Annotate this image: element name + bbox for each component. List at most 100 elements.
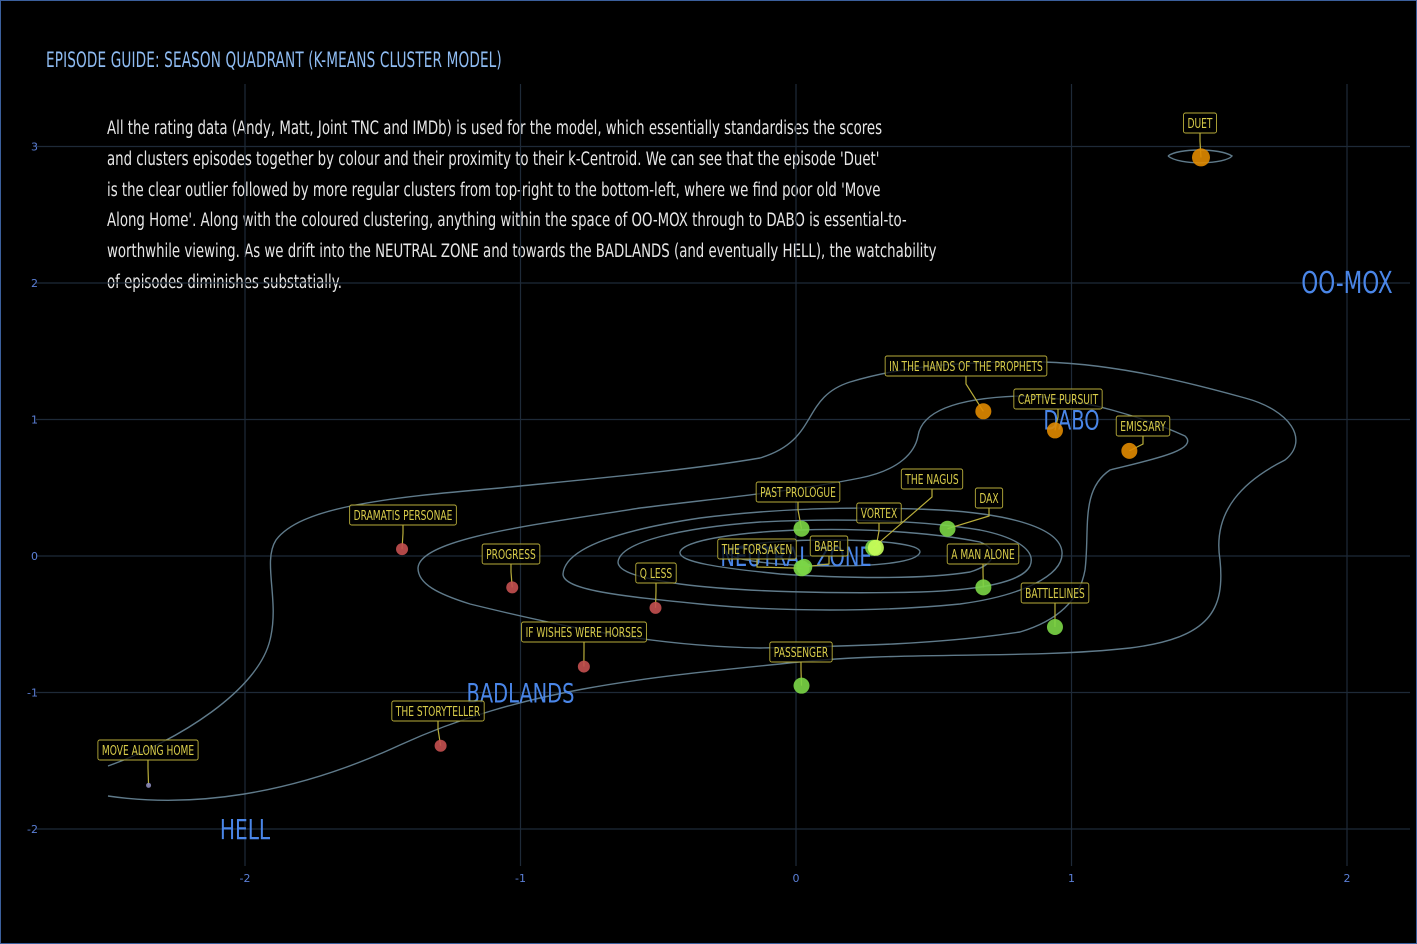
data-point[interactable] [793,520,810,537]
density-contour [562,507,1063,611]
point-label: EMISSARY [1120,419,1166,434]
data-point-group: DRAMATIS PERSONAE [349,504,457,556]
point-label-box [900,468,964,490]
data-point-group: DUET [1183,112,1217,167]
point-label-box [769,641,833,663]
data-point[interactable] [1046,422,1063,439]
data-point[interactable] [1121,442,1138,459]
grid-lines [36,84,1410,866]
leader-line [756,559,802,569]
point-label: PAST PROLOGUE [760,485,836,500]
data-point-group: MOVE ALONG HOME [97,739,199,788]
point-label: DRAMATIS PERSONAE [354,508,453,523]
data-point[interactable] [975,403,992,420]
subtitle-line: Along Home'. Along with the coloured clu… [107,210,907,232]
density-contour [107,361,1297,801]
data-point[interactable] [796,558,813,575]
density-contours [107,149,1297,801]
density-contour [1167,149,1234,164]
data-point-group: BATTLELINES [1020,582,1090,635]
point-label: CAPTIVE PURSUIT [1018,392,1098,407]
point-label: DAX [979,491,999,506]
data-point[interactable] [434,739,447,752]
x-tick-label: 0 [793,872,800,885]
data-point-group: BABEL [796,535,849,575]
point-label-box [635,562,677,584]
data-point-group: IF WISHES WERE HORSES [521,621,647,673]
x-tick-label: 1 [1068,872,1075,885]
point-label-box [481,543,541,565]
point-label-box [809,535,849,557]
point-label-box [1115,415,1171,437]
y-tick-label: -1 [27,687,38,700]
point-label-box [1183,112,1217,134]
data-point[interactable] [506,581,519,594]
point-label-box [1020,582,1090,604]
data-point-group: A MAN ALONE [946,543,1020,596]
density-contour [617,519,1032,594]
point-label-box [974,487,1004,509]
data-point[interactable] [975,579,992,596]
data-point[interactable] [649,601,662,614]
data-point-group: PASSENGER [769,641,833,694]
point-label-box [1013,388,1103,410]
data-point[interactable] [396,543,409,556]
y-tick-label: 0 [31,550,38,563]
subtitle-line: and clusters episodes together by colour… [107,148,880,170]
data-point[interactable] [867,539,884,556]
point-label: IN THE HANDS OF THE PROPHETS [889,359,1043,374]
data-point-group: VORTEX [856,502,902,556]
data-point-group: Q LESS [635,562,677,614]
point-label: BATTLELINES [1025,586,1085,601]
subtitle-line: worthwhile viewing. As we drift into the… [107,241,937,263]
data-point-group: THE FORSAKEN [717,538,810,577]
leader-line [804,556,830,568]
point-label: MOVE ALONG HOME [102,743,194,758]
data-point[interactable] [146,782,152,788]
data-point[interactable] [1191,148,1210,167]
data-point-group: DAX [939,487,1004,537]
point-label-box [884,355,1048,377]
leader-line [947,508,990,530]
point-label: Q LESS [640,566,672,581]
point-label: A MAN ALONE [951,547,1015,562]
leader-line [965,376,984,412]
data-point-group: PAST PROLOGUE [755,481,841,537]
point-label: VORTEX [861,506,898,521]
data-point[interactable] [793,677,810,694]
data-point-group: EMISSARY [1115,415,1171,459]
point-label: PROGRESS [486,547,536,562]
y-tick-label: 2 [31,277,38,290]
region-label: OO-MOX [1301,267,1392,301]
point-label-box [97,739,199,761]
chart-subtitle: All the rating data (Andy, Matt, Joint T… [107,114,957,299]
point-label-box [755,481,841,503]
point-label-box [856,502,902,524]
region-label: HELL [220,813,271,846]
point-label: DUET [1188,116,1213,131]
data-point[interactable] [577,660,590,673]
y-tick-label: -2 [27,823,38,836]
data-point-group: PROGRESS [481,543,541,594]
x-tick-label: -1 [515,872,526,885]
point-label-box [349,504,457,526]
chart-title: EPISODE GUIDE: SEASON QUADRANT (K-MEANS … [46,48,502,72]
point-label: THE NAGUS [904,472,958,487]
leader-line [147,760,150,786]
point-label: BABEL [814,539,844,554]
subtitle-line: is the clear outlier followed by more re… [107,179,881,201]
point-label-box [391,700,485,722]
y-tick-label: 3 [31,141,38,154]
data-point[interactable] [939,520,956,537]
point-label: THE STORYTELLER [395,704,480,719]
data-point[interactable] [1046,618,1063,635]
data-point-group: CAPTIVE PURSUIT [1013,388,1103,439]
x-tick-label: -2 [240,872,251,885]
point-label: PASSENGER [774,645,829,660]
point-label-box [946,543,1020,565]
point-label-box [521,621,647,643]
point-label: THE FORSAKEN [721,542,792,557]
data-point-group: IN THE HANDS OF THE PROPHETS [884,355,1048,420]
